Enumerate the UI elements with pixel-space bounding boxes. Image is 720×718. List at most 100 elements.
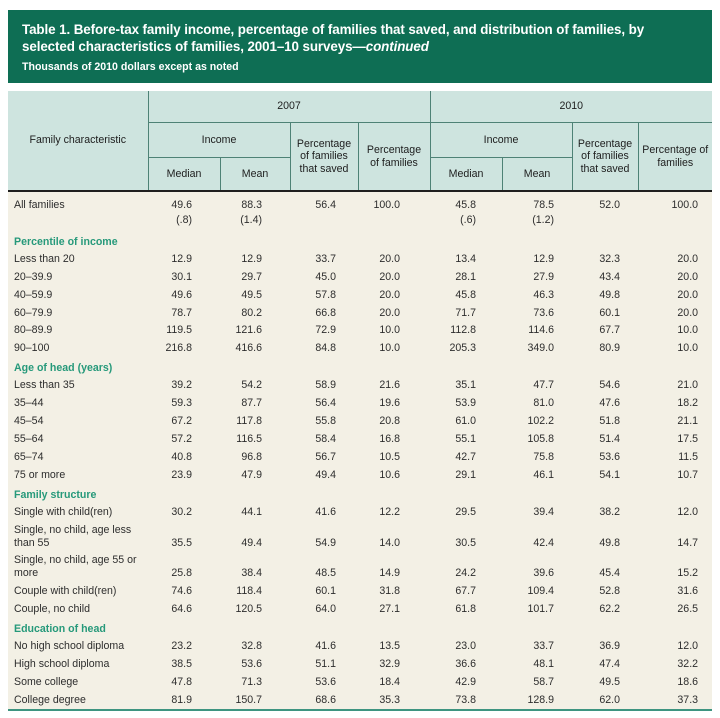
cell-value: 37.3 bbox=[638, 691, 713, 711]
table-title-text: Table 1. Before-tax family income, perce… bbox=[22, 22, 645, 55]
table-header: Family characteristic 2007 2010 Income P… bbox=[8, 91, 713, 192]
cell-value: 52.0 bbox=[572, 191, 639, 215]
cell-value: 45.8 bbox=[430, 191, 503, 215]
cell-value: 100.0 bbox=[638, 191, 713, 215]
cell-value: 46.1 bbox=[502, 466, 573, 485]
cell-value: 45.0 bbox=[290, 268, 358, 287]
table-body: All families 49.6 88.3 56.4 100.0 45.8 78.5 52.… bbox=[8, 191, 713, 711]
cell-value: 101.7 bbox=[502, 600, 573, 619]
cell-value: 59.3 bbox=[148, 394, 220, 413]
cell-value: 12.9 bbox=[502, 250, 573, 269]
cell-value: 30.2 bbox=[148, 503, 220, 522]
cell-value: 53.9 bbox=[430, 394, 503, 413]
cell-value: 21.6 bbox=[358, 376, 431, 395]
cell-value: 71.7 bbox=[430, 304, 503, 322]
cell-value: 64.6 bbox=[148, 600, 220, 619]
table-row: Single, no child, age 55 or more 25.8 38.4… bbox=[8, 551, 713, 583]
cell-value: 49.4 bbox=[220, 521, 290, 552]
cell-value: 39.2 bbox=[148, 376, 220, 395]
cell-value: 102.2 bbox=[502, 412, 573, 431]
table-row: 65–74 40.8 96.8 56.7 10.5 42.7 75.8 53.6 11.5 bbox=[8, 448, 713, 467]
row-label: 65–74 bbox=[8, 448, 148, 467]
row-label: Some college bbox=[8, 673, 148, 692]
cell-value: 67.2 bbox=[148, 412, 220, 431]
cell-value: 53.6 bbox=[220, 655, 290, 674]
cell-value: 29.5 bbox=[430, 503, 503, 522]
row-label: 60–79.9 bbox=[8, 304, 148, 322]
table-row: High school diploma 38.5 53.6 51.1 32.9 36.6 4… bbox=[8, 655, 713, 674]
cell-value: 40.8 bbox=[148, 448, 220, 467]
cell-value: 38.5 bbox=[148, 655, 220, 674]
cell-value: 47.9 bbox=[220, 466, 290, 485]
section-row: Percentile of income bbox=[8, 231, 713, 251]
row-label: Single with child(ren) bbox=[8, 503, 148, 522]
cell-value: 20.0 bbox=[638, 268, 713, 287]
cell-value: 10.0 bbox=[358, 339, 431, 358]
cell-value: 42.4 bbox=[502, 521, 573, 552]
cell-value: 28.1 bbox=[430, 268, 503, 287]
cell-value: 49.5 bbox=[572, 673, 639, 692]
cell-value: 42.7 bbox=[430, 448, 503, 467]
cell-value: 49.6 bbox=[148, 286, 220, 305]
table-row: College degree 81.9 150.7 68.6 35.3 73.8 128.9… bbox=[8, 691, 713, 711]
cell-value: 56.4 bbox=[290, 191, 358, 215]
cell-value: 41.6 bbox=[290, 503, 358, 522]
cell-value: 35.3 bbox=[358, 691, 431, 711]
cell-value: 21.1 bbox=[638, 412, 713, 431]
cell-value: 46.3 bbox=[502, 286, 573, 305]
cell-value: 54.9 bbox=[290, 521, 358, 552]
cell-value: 205.3 bbox=[430, 339, 503, 358]
table-row: 55–64 57.2 116.5 58.4 16.8 55.1 105.8 51.4 17.5 bbox=[8, 430, 713, 449]
cell-value: 80.2 bbox=[220, 304, 290, 322]
cell-value: 416.6 bbox=[220, 339, 290, 358]
cell-value: 35.5 bbox=[148, 521, 220, 552]
cell-value: 53.6 bbox=[290, 673, 358, 692]
cell-value: 109.4 bbox=[502, 582, 573, 601]
cell-value: 38.2 bbox=[572, 503, 639, 522]
cell-value: 216.8 bbox=[148, 339, 220, 358]
cell-value: 84.8 bbox=[290, 339, 358, 358]
cell-value: 47.7 bbox=[502, 376, 573, 395]
table-row: Single, no child, age less than 55 35.5 49… bbox=[8, 521, 713, 552]
cell-value: 68.6 bbox=[290, 691, 358, 711]
cell-value bbox=[638, 214, 713, 232]
table-row: 45–54 67.2 117.8 55.8 20.8 61.0 102.2 51.8 21.1 bbox=[8, 412, 713, 431]
cell-value: 42.9 bbox=[430, 673, 503, 692]
cell-value: 81.9 bbox=[148, 691, 220, 711]
cell-value: 117.8 bbox=[220, 412, 290, 431]
cell-value: 20.0 bbox=[638, 286, 713, 305]
table-title: Table 1. Before-tax family income, perce… bbox=[22, 21, 696, 55]
section-header: Family structure bbox=[8, 484, 713, 504]
table-row: Less than 20 12.9 12.9 33.7 20.0 13.4 12.9 32.3… bbox=[8, 250, 713, 269]
cell-value: 26.5 bbox=[638, 600, 713, 619]
cell-value: 17.5 bbox=[638, 430, 713, 449]
cell-value: 58.9 bbox=[290, 376, 358, 395]
cell-value: 49.5 bbox=[220, 286, 290, 305]
cell-value: 105.8 bbox=[502, 430, 573, 449]
cell-value: 60.1 bbox=[572, 304, 639, 322]
table-row: No high school diploma 23.2 32.8 41.6 13.5 23… bbox=[8, 637, 713, 656]
row-label: Less than 20 bbox=[8, 250, 148, 269]
col-header-median-2010: Median bbox=[429, 157, 503, 192]
row-label: College degree bbox=[8, 691, 148, 711]
col-header-mean-2007: Mean bbox=[219, 157, 291, 192]
cell-value: 71.3 bbox=[220, 673, 290, 692]
cell-value: 48.1 bbox=[502, 655, 573, 674]
cell-value: 78.7 bbox=[148, 304, 220, 322]
table-title-continued: continued bbox=[365, 39, 429, 55]
cell-value: 47.4 bbox=[572, 655, 639, 674]
row-label: 90–100 bbox=[8, 339, 148, 358]
cell-value: 23.0 bbox=[430, 637, 503, 656]
cell-value: 81.0 bbox=[502, 394, 573, 413]
cell-value: 119.5 bbox=[148, 321, 220, 340]
col-group-income-2010: Income bbox=[429, 122, 573, 158]
table-title-bar: Table 1. Before-tax family income, perce… bbox=[8, 10, 712, 83]
cell-value: 349.0 bbox=[502, 339, 573, 358]
cell-value: 49.8 bbox=[572, 286, 639, 305]
cell-value: 31.6 bbox=[638, 582, 713, 601]
cell-value: 33.7 bbox=[290, 250, 358, 269]
row-label: Less than 35 bbox=[8, 376, 148, 395]
cell-value: 58.4 bbox=[290, 430, 358, 449]
cell-value: 35.1 bbox=[430, 376, 503, 395]
row-label: Single, no child, age less than 55 bbox=[8, 521, 148, 552]
